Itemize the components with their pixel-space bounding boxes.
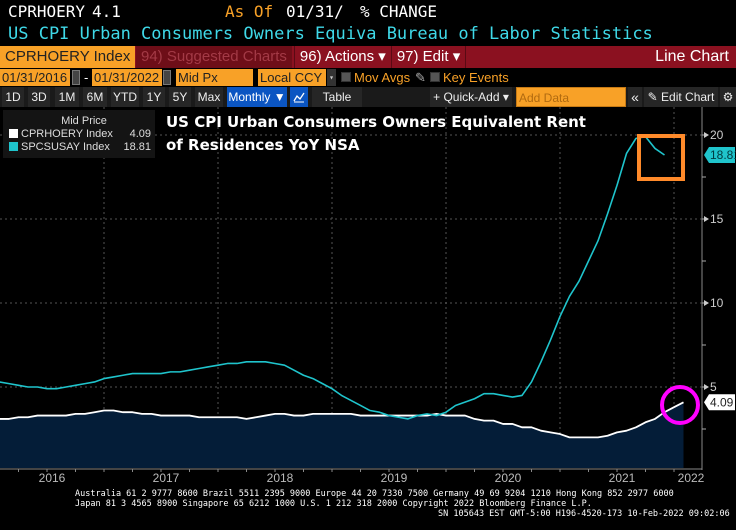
calendar-icon[interactable] [72,70,80,85]
legend-swatch [9,129,18,138]
period-1m[interactable]: 1M [55,87,79,107]
change-label: % CHANGE [360,2,438,21]
calendar-icon[interactable] [163,70,171,85]
start-date-input[interactable]: 01/31/2016 [0,69,70,86]
pencil-icon: ✎ [647,90,662,104]
last-value-tag-spcsusay: 18.81 [710,148,736,162]
x-tick-label: 2021 [609,471,636,485]
period-1y[interactable]: 1Y [143,87,165,107]
frequency-select[interactable]: Monthly ▼ [227,87,287,107]
y-tick-marker [704,132,709,138]
legend-label: SPCSUSAY Index [21,141,110,153]
add-data-input[interactable]: Add Data [516,87,626,107]
legend-item[interactable]: SPCSUSAY Index 18.81 [3,141,155,154]
series-line-spcsusay [0,135,665,420]
x-tick-label: 2019 [381,471,408,485]
footer-contacts: Australia 61 2 9777 8600 Brazil 5511 239… [75,489,674,499]
footer-session: SN 105643 EST GMT-5:00 H196-4520-173 10-… [438,509,730,519]
pencil-icon[interactable]: ✎ [415,70,426,85]
suggested-charts-button[interactable]: 94) Suggested Charts [136,46,292,68]
x-tick-label: 2016 [39,471,66,485]
collapse-button[interactable]: « [628,87,642,107]
last-value: 4.1 [92,2,121,21]
security-description: US CPI Urban Consumers Owners Equiva Bur… [8,24,653,44]
period-ytd[interactable]: YTD [111,87,139,107]
period-6m[interactable]: 6M [83,87,107,107]
security-field[interactable]: CPRHOERY Index [0,46,135,68]
chart-type-label: Line Chart [655,48,729,65]
as-of-date: 01/31/ [286,2,344,21]
price-field-select[interactable]: Mid Px [176,69,253,86]
legend-value: 18.81 [123,141,151,153]
mov-avgs-checkbox[interactable] [341,72,351,82]
period-5y[interactable]: 5Y [169,87,191,107]
y-tick-label: 5 [710,380,717,394]
legend-item[interactable]: CPRHOERY Index 4.09 [3,128,155,141]
period-3d[interactable]: 3D [28,87,50,107]
command-bar: CPRHOERY Index 94) Suggested Charts 96) … [0,46,736,68]
legend-title: Mid Price [61,115,107,127]
legend: Mid Price CPRHOERY Index 4.09 SPCSUSAY I… [3,110,155,158]
chevron-down-icon[interactable]: ▾ [327,69,336,86]
ticker: CPRHOERY [8,2,86,21]
actions-menu[interactable]: 96) Actions ▾ [293,46,391,68]
x-tick-label: 2022 [678,471,705,485]
edit-chart-button[interactable]: ✎ Edit Chart [644,87,718,107]
legend-value: 4.09 [129,128,151,140]
period-max[interactable]: Max [195,87,223,107]
legend-label: CPRHOERY Index [21,128,113,140]
last-value-tag-cprhoery: 4.09 [710,395,734,409]
mov-avgs-label: Mov Avgs [354,70,411,85]
y-tick-marker [704,300,709,306]
date-separator: - [84,70,89,85]
highlight-circle [660,385,700,425]
x-tick-label: 2018 [267,471,294,485]
y-tick-label: 10 [710,296,724,310]
y-tick-label: 20 [710,128,724,142]
x-tick-label: 2020 [495,471,522,485]
key-events-label: Key Events [443,70,509,85]
line-chart-icon[interactable] [290,87,308,107]
edit-menu[interactable]: 97) Edit ▾ [390,46,467,68]
period-1d[interactable]: 1D [2,87,24,107]
as-of-label: As Of [225,2,274,21]
y-tick-marker [704,216,709,222]
x-tick-label: 2017 [153,471,180,485]
key-events-checkbox[interactable] [430,72,440,82]
footer-copyright: Japan 81 3 4565 8900 Singapore 65 6212 1… [75,499,592,509]
series-line-cprhoery [0,401,684,439]
chart-title: US CPI Urban Consumers Owners Equivalent… [166,113,586,154]
quick-add-button[interactable]: + Quick-Add ▾ [430,87,512,107]
y-tick-label: 15 [710,212,724,226]
highlight-box [637,134,685,181]
table-button[interactable]: Table [312,87,362,107]
series-area-cprhoery [0,402,684,468]
gear-icon[interactable]: ⚙ [720,87,736,107]
edit-chart-label: Edit Chart [661,90,715,104]
currency-select[interactable]: Local CCY [258,69,326,86]
end-date-input[interactable]: 01/31/2022 [92,69,162,86]
period-toolbar: 1D 3D 1M 6M YTD 1Y 5Y Max Monthly ▼ Tabl… [0,87,736,107]
last-value-tag-spcsusay-bg [704,146,735,163]
legend-swatch [9,142,18,151]
y-tick-marker [704,384,709,390]
last-value-tag-cprhoery-bg [704,394,735,411]
